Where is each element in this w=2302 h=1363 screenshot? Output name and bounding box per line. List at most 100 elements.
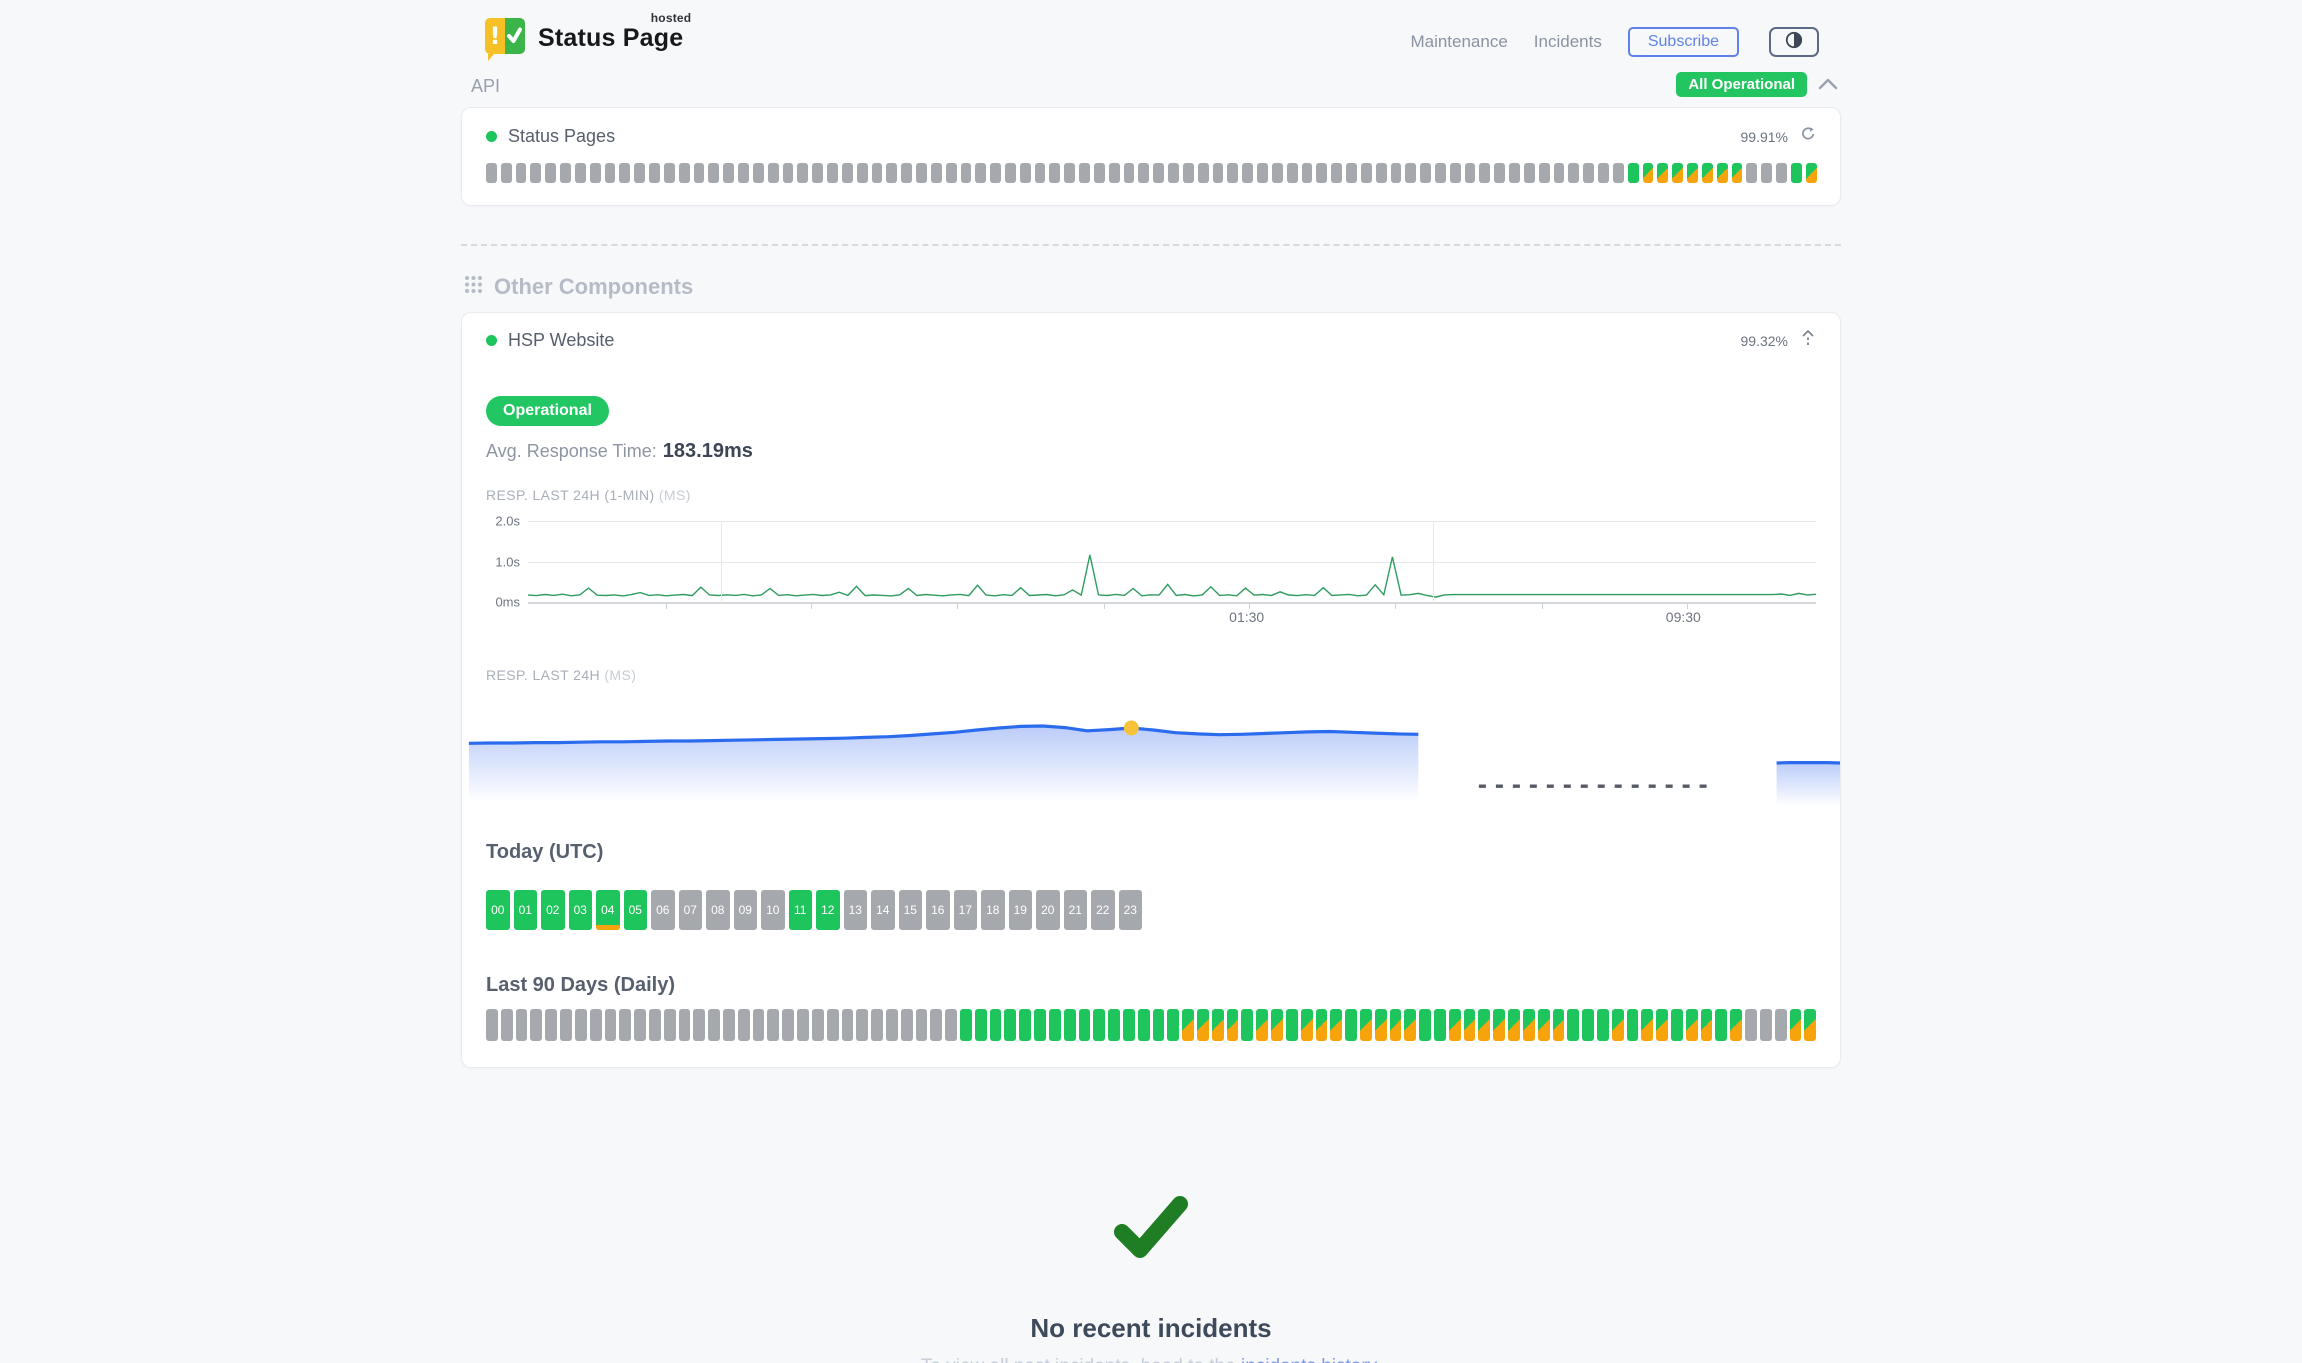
uptime-bar[interactable] [1346, 163, 1357, 183]
hour-block-03[interactable]: 03 [568, 890, 592, 930]
day-bar[interactable] [1285, 1009, 1298, 1041]
day-bar[interactable] [1759, 1009, 1772, 1041]
day-bar[interactable] [1211, 1009, 1224, 1041]
brand[interactable]: ! Status Page hosted [484, 11, 691, 67]
day-bar[interactable] [530, 1009, 543, 1041]
day-bar[interactable] [604, 1009, 617, 1041]
uptime-bar[interactable] [812, 163, 824, 183]
day-bar[interactable] [663, 1009, 676, 1041]
day-bar[interactable] [915, 1009, 928, 1041]
day-bar[interactable] [1108, 1009, 1120, 1041]
uptime-bar[interactable] [1049, 163, 1061, 183]
day-bar[interactable] [1478, 1009, 1491, 1041]
day-bar[interactable] [634, 1009, 646, 1041]
day-bar[interactable] [1508, 1009, 1520, 1041]
hour-block-07[interactable]: 07 [678, 890, 702, 930]
day-bar[interactable] [1197, 1009, 1209, 1041]
day-bar[interactable] [589, 1009, 602, 1041]
uptime-bar[interactable] [930, 163, 942, 183]
day-bar[interactable] [1063, 1009, 1076, 1041]
day-bar[interactable] [1300, 1009, 1313, 1041]
uptime-bar[interactable] [1657, 163, 1669, 183]
day-bar[interactable] [974, 1009, 987, 1041]
day-bar[interactable] [900, 1009, 913, 1041]
chevron-up-icon[interactable] [1817, 76, 1839, 92]
hour-block-15[interactable]: 15 [898, 890, 922, 930]
uptime-bar[interactable] [752, 163, 764, 183]
day-bar[interactable] [1271, 1009, 1283, 1041]
hour-block-23[interactable]: 23 [1118, 890, 1142, 930]
day-bar[interactable] [945, 1009, 957, 1041]
hour-block-12[interactable]: 12 [816, 890, 840, 930]
day-bar[interactable] [1241, 1009, 1254, 1041]
day-bar[interactable] [885, 1009, 898, 1041]
uptime-bar[interactable] [1761, 163, 1773, 183]
day-bar[interactable] [1671, 1009, 1683, 1041]
day-bar[interactable] [960, 1009, 972, 1041]
uptime-bar[interactable] [1182, 163, 1194, 183]
uptime-bar[interactable] [1153, 163, 1165, 183]
day-bar[interactable] [545, 1009, 558, 1041]
uptime-bar[interactable] [945, 163, 957, 183]
uptime-bar[interactable] [1138, 163, 1150, 183]
day-bar[interactable] [989, 1009, 1002, 1041]
day-bar[interactable] [648, 1009, 661, 1041]
day-bar[interactable] [678, 1009, 691, 1041]
uptime-bar[interactable] [1227, 163, 1239, 183]
day-bar[interactable] [1493, 1009, 1506, 1041]
subscribe-button[interactable]: Subscribe [1627, 26, 1739, 57]
uptime-bar[interactable] [1687, 163, 1698, 183]
uptime-bar[interactable] [1568, 163, 1580, 183]
hour-block-21[interactable]: 21 [1063, 890, 1087, 930]
hour-block-13[interactable]: 13 [843, 890, 867, 930]
hour-block-01[interactable]: 01 [513, 890, 537, 930]
uptime-bar[interactable] [1375, 163, 1387, 183]
day-bar[interactable] [811, 1009, 824, 1041]
day-bar[interactable] [619, 1009, 632, 1041]
uptime-bar[interactable] [782, 163, 794, 183]
uptime-bar[interactable] [797, 163, 809, 183]
day-bar[interactable] [693, 1009, 706, 1041]
uptime-bar[interactable] [1776, 163, 1787, 183]
day-bar[interactable] [1596, 1009, 1609, 1041]
day-bar[interactable] [560, 1009, 572, 1041]
uptime-bar[interactable] [589, 163, 601, 183]
day-bar[interactable] [1448, 1009, 1461, 1041]
uptime-bar[interactable] [1420, 163, 1431, 183]
uptime-bar[interactable] [1672, 163, 1684, 183]
uptime-bar[interactable] [1479, 163, 1491, 183]
refresh-icon[interactable] [1800, 126, 1816, 147]
hour-block-09[interactable]: 09 [733, 890, 757, 930]
hour-block-08[interactable]: 08 [706, 890, 730, 930]
day-bar[interactable] [1567, 1009, 1580, 1041]
day-bar[interactable] [826, 1009, 839, 1041]
uptime-bar[interactable] [515, 163, 527, 183]
day-bar[interactable] [1256, 1009, 1269, 1041]
day-bar[interactable] [1167, 1009, 1180, 1041]
day-bar[interactable] [515, 1009, 528, 1041]
day-bar[interactable] [752, 1009, 765, 1041]
hour-block-00[interactable]: 00 [486, 890, 510, 930]
hour-block-19[interactable]: 19 [1008, 890, 1032, 930]
day-bar[interactable] [1182, 1009, 1194, 1041]
uptime-bar[interactable] [693, 163, 705, 183]
uptime-bar[interactable] [1212, 163, 1224, 183]
day-bar[interactable] [1789, 1009, 1802, 1041]
day-bar[interactable] [486, 1009, 498, 1041]
uptime-bar[interactable] [530, 163, 542, 183]
uptime-bar[interactable] [500, 163, 512, 183]
day-bar[interactable] [782, 1009, 795, 1041]
uptime-bar[interactable] [1642, 163, 1654, 183]
uptime-bar[interactable] [1316, 163, 1328, 183]
uptime-bar[interactable] [1523, 163, 1535, 183]
uptime-bar[interactable] [486, 163, 497, 183]
uptime-bar[interactable] [1197, 163, 1209, 183]
hour-block-06[interactable]: 06 [651, 890, 675, 930]
uptime-bar[interactable] [574, 163, 586, 183]
uptime-bar[interactable] [560, 163, 571, 183]
day-bar[interactable] [1389, 1009, 1402, 1041]
day-bar[interactable] [1626, 1009, 1639, 1041]
uptime-bar[interactable] [1019, 163, 1031, 183]
uptime-bar[interactable] [1123, 163, 1135, 183]
uptime-bar[interactable] [1731, 163, 1743, 183]
